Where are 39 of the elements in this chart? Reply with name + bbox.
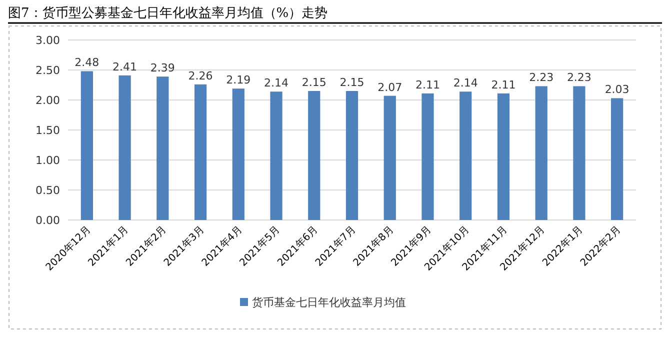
bar [308, 91, 320, 220]
data-label: 2.48 [74, 56, 100, 70]
data-label: 2.41 [112, 60, 138, 74]
y-tick-label: 0.00 [36, 214, 60, 227]
data-label: 2.11 [415, 78, 440, 92]
bar [346, 91, 358, 220]
bar [497, 93, 510, 220]
bar [80, 71, 93, 220]
data-label: 2.19 [226, 74, 251, 87]
bar [573, 86, 586, 220]
data-label: 2.15 [302, 76, 326, 89]
y-tick-label: 1.50 [36, 124, 60, 137]
data-label: 2.26 [188, 69, 213, 82]
chart-title: 图7：货币型公募基金七日年化收益率月均值（%）走势 [8, 5, 328, 21]
y-tick-label: 2.00 [36, 94, 60, 107]
bar [535, 86, 548, 220]
bar [384, 96, 396, 220]
y-tick-label: 3.00 [36, 34, 60, 47]
bar [232, 88, 244, 220]
data-label: 2.14 [264, 76, 289, 90]
legend-label: 货币基金七日年化收益率月均值 [252, 296, 406, 309]
bar [611, 98, 624, 220]
data-label: 2.03 [604, 83, 630, 96]
data-label: 2.07 [378, 80, 402, 94]
data-label: 2.15 [340, 76, 364, 89]
bar [156, 76, 169, 220]
bar [194, 84, 207, 220]
y-tick-label: 0.50 [36, 184, 60, 197]
y-tick-label: 1.00 [36, 154, 60, 167]
data-label: 2.14 [453, 76, 478, 90]
bar [422, 93, 434, 220]
bar [118, 75, 131, 220]
y-tick-label: 2.50 [36, 64, 60, 77]
bar [460, 92, 472, 220]
data-label: 2.11 [491, 78, 516, 92]
data-label: 2.23 [529, 71, 554, 84]
data-label: 2.23 [566, 71, 592, 84]
bar [270, 92, 282, 220]
data-label: 2.39 [150, 62, 175, 75]
